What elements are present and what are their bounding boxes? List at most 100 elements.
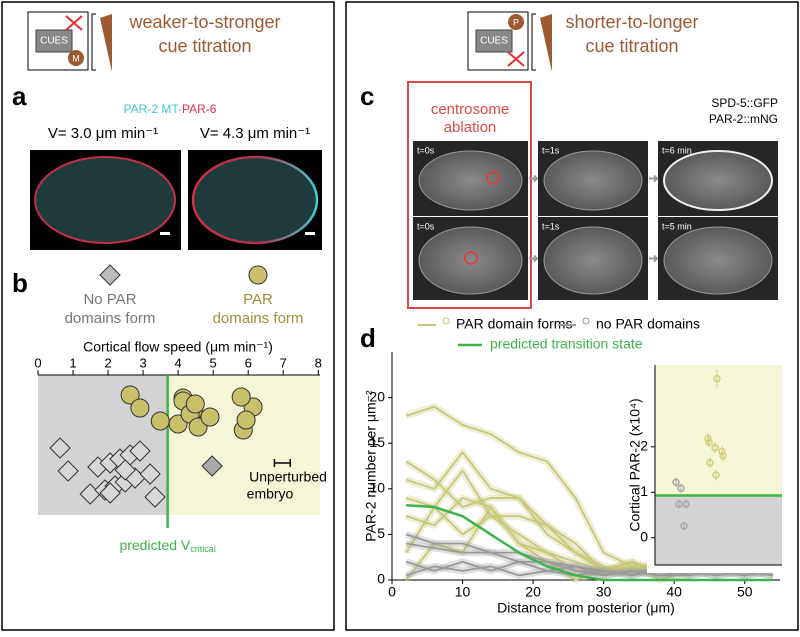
header-text: cue titration <box>585 36 678 56</box>
dot <box>719 452 727 460</box>
dot <box>677 484 685 492</box>
arrow <box>529 254 540 263</box>
diamond <box>99 482 121 504</box>
line <box>406 503 773 582</box>
threshold-text: predicted V <box>119 537 190 553</box>
channel-legend: PAR-2 MT-PAR-6 <box>124 102 217 116</box>
embryo <box>543 150 643 211</box>
x-tick-label: 40 <box>666 584 682 600</box>
icon: CUES M <box>27 11 112 72</box>
panel-label: c <box>360 81 374 111</box>
timepoint: t=0s <box>417 145 435 155</box>
box-label: centrosome <box>431 101 509 118</box>
y-axis-title: PAR-2 number per μm⁻² <box>363 390 379 542</box>
arrow <box>529 174 540 183</box>
ablation-box <box>407 81 532 309</box>
channel: PAR-6 <box>182 102 217 116</box>
arrow <box>649 174 660 183</box>
x-tick-label: 8 <box>315 355 322 370</box>
timepoint: t=5 min <box>662 221 692 231</box>
x-tick-label: 30 <box>596 584 612 600</box>
diamond <box>49 437 71 459</box>
diamond <box>144 486 166 508</box>
header-text: weaker-to-stronger <box>128 12 280 32</box>
timepoint: t=0s <box>417 221 435 231</box>
ablation-mark <box>486 171 500 185</box>
y-tick-label: 10 <box>369 480 385 496</box>
diamond <box>114 459 136 481</box>
annotation: embryo <box>247 486 294 502</box>
x-tick-label: 6 <box>245 355 252 370</box>
line <box>405 560 774 577</box>
threshold-label: predicted Vcritical <box>119 537 215 555</box>
x-tick-label: 1 <box>69 355 76 370</box>
y-tick-label: 0 <box>640 528 648 544</box>
icon-badge: M <box>72 53 80 63</box>
x-tick-label: 0 <box>34 355 41 370</box>
embryo <box>418 226 523 295</box>
y-tick-label: 20 <box>369 388 385 404</box>
legend-label: domains form <box>65 310 156 327</box>
dot <box>672 478 680 487</box>
y-axis-title: Cortical PAR-2 (x10⁴) <box>627 398 643 531</box>
x-tick-label: 3 <box>139 355 146 370</box>
circle <box>200 407 220 427</box>
panel-label: a <box>12 81 27 111</box>
legend-label: PAR domain forms <box>456 316 572 332</box>
dot <box>705 438 713 447</box>
circle <box>120 385 140 405</box>
icon: CUES P <box>467 11 552 72</box>
dot <box>682 500 690 508</box>
threshold-subscript: critical <box>190 544 216 554</box>
timepoint: t=1s <box>542 145 560 155</box>
x-tick-label: 2 <box>104 355 111 370</box>
circle <box>150 411 170 431</box>
x-tick-label: 4 <box>175 355 182 370</box>
x-axis-title: Distance from posterior (μm) <box>497 600 675 616</box>
dot <box>711 443 719 452</box>
dot <box>718 447 726 456</box>
range-bar <box>273 459 291 467</box>
speed-label: V= 3.0 μm min⁻¹ <box>48 125 158 142</box>
panel-frame <box>1 1 335 631</box>
header-text: shorter-to-longer <box>565 12 698 32</box>
micrograph-grid: t=0s t=1s t=6 min t=0s t=1s t=5 min <box>413 141 778 300</box>
x-tick-label: 20 <box>525 584 541 600</box>
circle <box>185 394 205 414</box>
embryo <box>543 226 643 295</box>
dot <box>712 471 720 479</box>
diamond <box>201 455 223 477</box>
legend-label: domains form <box>213 310 304 327</box>
diamond <box>129 440 151 462</box>
dot <box>706 458 714 467</box>
legend-swatch <box>442 317 450 325</box>
embryo <box>663 226 773 295</box>
icon-text: CUES <box>480 36 508 47</box>
marker-label: SPD-5::GFP <box>711 96 778 110</box>
y-tick-label: 15 <box>369 434 385 450</box>
icon-text: CUES <box>40 36 68 47</box>
legend-swatch <box>582 317 590 325</box>
x-tick-label: 10 <box>455 584 471 600</box>
speed-label: V= 4.3 μm min⁻¹ <box>200 125 310 142</box>
embryo <box>418 150 523 211</box>
legend-marker <box>99 264 121 286</box>
axes <box>654 365 782 566</box>
panel-label: d <box>360 323 376 353</box>
y-tick-label: 0 <box>377 571 385 587</box>
legend-marker <box>248 265 268 285</box>
diamond <box>139 463 161 485</box>
legend-label: No PAR <box>83 291 136 308</box>
panel-frame <box>345 1 799 631</box>
y-tick-label: 1 <box>640 483 648 499</box>
dot <box>675 500 683 508</box>
micrograph <box>30 150 322 250</box>
timepoint: t=1s <box>542 221 560 231</box>
region-below <box>655 495 782 565</box>
header-text: cue titration <box>158 36 251 56</box>
y-tick-label: 2 <box>640 438 648 454</box>
ablation-mark <box>464 251 478 265</box>
diamond <box>57 460 79 482</box>
dot <box>704 434 712 443</box>
